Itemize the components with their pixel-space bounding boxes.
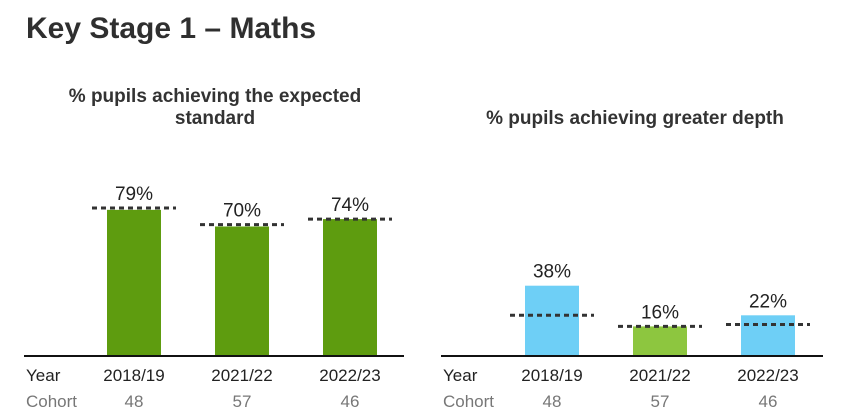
bar-1-1 — [633, 326, 687, 356]
cohort-row-label-0: Cohort — [26, 392, 77, 411]
x-tick-label-1-1: 2021/22 — [629, 366, 690, 385]
bar-1-0 — [525, 285, 579, 356]
value-label-1-2: 22% — [749, 291, 787, 312]
bar-0-2 — [323, 219, 377, 356]
cohort-value-1-2: 46 — [759, 392, 778, 411]
cohort-value-0-1: 57 — [233, 392, 252, 411]
cohort-value-1-1: 57 — [651, 392, 670, 411]
x-tick-label-0-2: 2022/23 — [319, 366, 380, 385]
page-title: Key Stage 1 – Maths — [26, 12, 317, 45]
x-tick-label-1-2: 2022/23 — [737, 366, 798, 385]
x-tick-label-0-0: 2018/19 — [103, 366, 164, 385]
x-tick-label-1-0: 2018/19 — [521, 366, 582, 385]
cohort-value-0-0: 48 — [125, 392, 144, 411]
value-label-1-0: 38% — [533, 262, 571, 283]
value-label-1-1: 16% — [641, 302, 679, 323]
cohort-value-1-0: 48 — [543, 392, 562, 411]
chart-title-greater-depth: % pupils achieving greater depth — [486, 108, 784, 129]
value-label-0-2: 74% — [331, 195, 369, 216]
bar-0-0 — [107, 209, 161, 356]
cohort-row-label-1: Cohort — [443, 392, 494, 411]
value-label-0-1: 70% — [223, 201, 261, 222]
chart-title-expected-standard: % pupils achieving the expected standard — [68, 86, 362, 129]
cohort-value-0-2: 46 — [341, 392, 360, 411]
value-label-0-0: 79% — [115, 184, 153, 205]
bar-1-2 — [741, 315, 795, 356]
year-row-label-0: Year — [26, 366, 61, 385]
year-row-label-1: Year — [443, 366, 478, 385]
x-tick-label-0-1: 2021/22 — [211, 366, 272, 385]
bar-0-1 — [215, 226, 269, 356]
